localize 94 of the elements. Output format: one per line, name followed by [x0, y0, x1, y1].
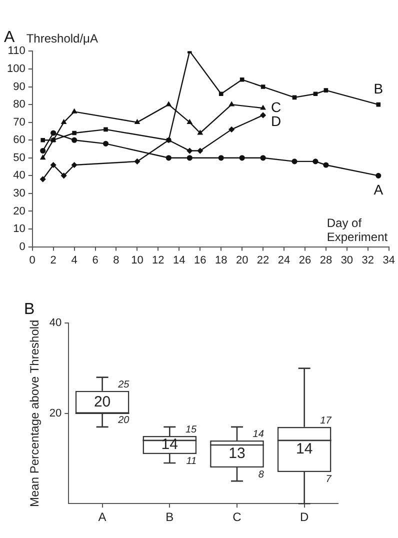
point	[72, 130, 76, 136]
x-tick-label: 28	[320, 254, 332, 266]
point	[323, 162, 329, 168]
point	[61, 172, 67, 178]
point	[197, 148, 203, 154]
point	[313, 92, 318, 96]
point	[50, 162, 56, 168]
annotation: 8	[258, 469, 264, 480]
y-tick-label: 40	[49, 317, 62, 330]
point	[229, 102, 234, 106]
y-tick-label: 70	[13, 116, 26, 128]
annotation: 25	[117, 380, 130, 391]
point	[72, 162, 78, 168]
y-axis-title: Mean Percentage above Threshold	[28, 320, 42, 508]
point	[134, 158, 140, 164]
point	[166, 102, 172, 106]
point	[292, 158, 298, 164]
y-tick-label: 40	[13, 170, 26, 182]
point	[260, 155, 266, 161]
point	[72, 137, 78, 143]
annotation: 15	[185, 424, 198, 436]
x-tick-label: 12	[152, 254, 164, 266]
y-tick-label: 0	[19, 240, 26, 253]
x-tick-label: 4	[71, 254, 78, 266]
point	[186, 155, 192, 161]
annotation: 14	[252, 429, 264, 440]
point	[228, 126, 234, 132]
point	[40, 155, 46, 160]
x-tick-label: 32	[362, 254, 374, 266]
point	[102, 140, 109, 146]
annotation: 17	[320, 416, 332, 427]
point	[260, 105, 266, 110]
series-label: D	[271, 112, 282, 129]
x-tick-label: A	[98, 510, 106, 524]
point	[72, 108, 77, 114]
x-tick-label: 30	[340, 254, 354, 266]
y-tick-label: 50	[13, 152, 26, 164]
point	[376, 172, 382, 178]
annotation: 13	[228, 445, 246, 462]
point	[376, 102, 381, 107]
point	[50, 130, 56, 136]
chart-title: B	[24, 301, 35, 318]
x-tick-label: 24	[278, 254, 290, 266]
annotation: 20	[94, 393, 111, 410]
point	[40, 138, 45, 142]
x-tick-label: B	[166, 510, 174, 524]
chart-title: A	[4, 29, 15, 46]
point	[166, 155, 172, 161]
point	[240, 77, 244, 82]
y-tick-label: 110	[8, 45, 26, 58]
x-tick-label: 14	[173, 254, 186, 266]
annotation: 11	[186, 456, 197, 467]
point	[104, 127, 108, 132]
point	[292, 95, 297, 100]
x-tick-label: 0	[29, 254, 36, 266]
series-label: C	[271, 98, 282, 115]
series-label: A	[374, 182, 384, 198]
point	[218, 92, 224, 96]
y-axis-title: Threshold/μA	[26, 32, 98, 46]
x-tick-label: 2	[50, 254, 56, 266]
annotation: 20	[117, 415, 130, 426]
x-axis-title: Day of Experiment	[326, 216, 388, 244]
annotation: 14	[161, 436, 178, 454]
x-tick-label: 16	[194, 254, 206, 266]
point	[186, 148, 192, 154]
annotation: 14	[296, 440, 313, 458]
y-tick-label: 80	[13, 98, 26, 111]
y-tick-label: 90	[13, 80, 26, 93]
x-tick-label: 22	[256, 254, 270, 266]
point	[239, 155, 245, 161]
y-tick-label: 20	[13, 205, 26, 218]
point	[260, 112, 266, 118]
point	[40, 176, 46, 182]
point	[324, 88, 328, 92]
x-tick-label: 26	[298, 254, 312, 266]
y-tick-label: 60	[13, 134, 26, 146]
point	[260, 84, 266, 89]
x-tick-label: 6	[92, 254, 98, 266]
x-tick-label: 18	[214, 254, 228, 266]
x-tick-label: 20	[236, 254, 248, 266]
point	[312, 158, 318, 164]
x-tick-label: 34	[382, 254, 396, 266]
y-tick-label: 100	[6, 63, 26, 76]
x-tick-label: 8	[113, 254, 120, 266]
y-tick-label: 10	[13, 223, 26, 236]
x-tick-label: C	[232, 510, 242, 524]
point	[198, 130, 203, 135]
x-tick-label: 10	[131, 254, 144, 266]
point	[40, 148, 46, 154]
x-tick-label: D	[300, 510, 309, 524]
point	[218, 155, 224, 161]
annotation: 7	[326, 474, 332, 485]
y-tick-label: 30	[13, 187, 26, 200]
series-label: B	[374, 80, 384, 96]
